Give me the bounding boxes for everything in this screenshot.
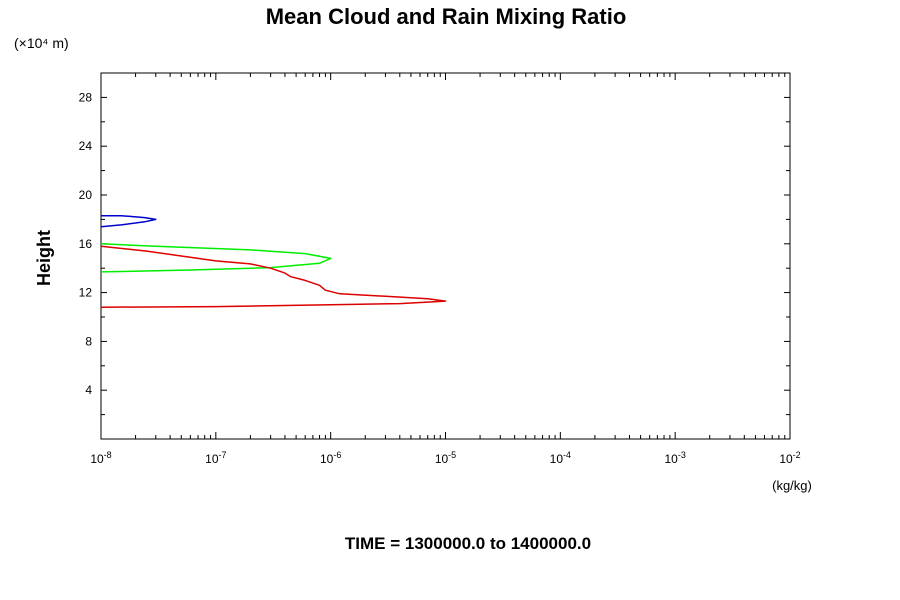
x-tick-label: 10-8: [90, 450, 111, 466]
series-line-2: [100, 243, 332, 273]
y-tick-label: 16: [79, 237, 93, 251]
y-axis-label: Height: [34, 230, 54, 286]
x-tick-label: 10-5: [435, 450, 456, 466]
plot-area: 4 8 12 16 20 24 28 10-8 10-7 10-6 10-5 10-4 10-3 10-2: [79, 72, 801, 466]
x-unit-label: (kg/kg): [772, 478, 812, 493]
y-scale-note: (×10⁴ m): [14, 35, 69, 51]
x-tick-label: 10-6: [320, 450, 341, 466]
y-tick-label: 24: [79, 139, 93, 153]
y-tick-label: 12: [79, 286, 93, 300]
chart-title: Mean Cloud and Rain Mixing Ratio: [266, 4, 627, 29]
series-line-1: [100, 214, 157, 228]
y-tick-label: 4: [85, 383, 92, 397]
x-tick-label: 10-4: [550, 450, 571, 466]
x-tick-label: 10-2: [779, 450, 800, 466]
y-tick-label: 8: [85, 334, 92, 348]
y-tick-label: 20: [79, 188, 93, 202]
plot-frame: [100, 72, 791, 440]
series-line-3: [100, 245, 447, 308]
x-tick-label: 10-3: [664, 450, 685, 466]
time-range-label: TIME = 1300000.0 to 1400000.0: [345, 534, 591, 553]
x-tick-label: 10-7: [205, 450, 226, 466]
y-tick-label: 28: [79, 90, 93, 104]
